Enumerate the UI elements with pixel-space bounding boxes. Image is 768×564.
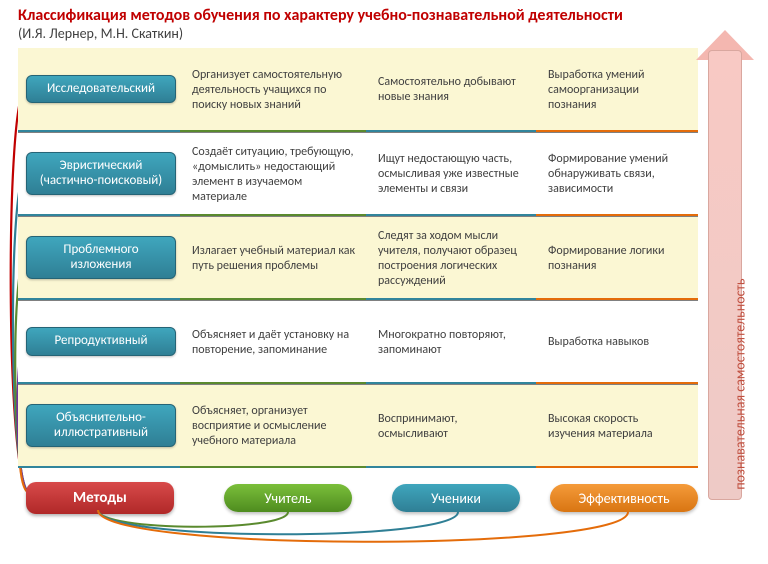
students-cell: Следят за ходом мысли учителя, получают … bbox=[366, 217, 536, 300]
method-pill: Репродуктивный bbox=[26, 327, 176, 356]
table-row: ИсследовательскийОрганизует самостоятель… bbox=[18, 48, 698, 132]
effectiveness-cell: Формирование логики познания bbox=[536, 217, 698, 300]
page-subtitle: (И.Я. Лернер, М.Н. Скаткин) bbox=[18, 25, 750, 42]
method-cell: Проблемного изложения bbox=[18, 217, 180, 300]
column-headers: Методы Учитель Ученики Эффективность bbox=[18, 478, 698, 518]
effectiveness-cell: Формирование умений обнаруживать связи, … bbox=[536, 133, 698, 216]
method-cell: Репродуктивный bbox=[18, 301, 180, 384]
page-title: Классификация методов обучения по характ… bbox=[18, 6, 750, 25]
table-row: Эвристический (частично-поисковый)Создаё… bbox=[18, 132, 698, 216]
method-cell: Исследовательский bbox=[18, 48, 180, 132]
arrow-label: познавательная самостоятельность bbox=[732, 279, 749, 490]
method-pill: Объяснительно-иллюстративный bbox=[26, 404, 176, 448]
table-row: РепродуктивныйОбъясняет и даёт установку… bbox=[18, 300, 698, 384]
teacher-cell: Объясняет, организует восприятие и осмыс… bbox=[180, 385, 366, 468]
students-cell: Воспринимают, осмысливают bbox=[366, 385, 536, 468]
teacher-header-pill: Учитель bbox=[224, 484, 352, 512]
methods-header-pill: Методы bbox=[26, 482, 174, 514]
effectiveness-cell: Выработка умений самоорганизации познани… bbox=[536, 48, 698, 132]
effectiveness-cell: Высокая скорость изучения материала bbox=[536, 385, 698, 468]
teacher-cell: Излагает учебный материал как путь решен… bbox=[180, 217, 366, 300]
method-pill: Исследовательский bbox=[26, 75, 176, 104]
classification-grid: ИсследовательскийОрганизует самостоятель… bbox=[18, 48, 698, 468]
teacher-cell: Создаёт ситуацию, требующую, «домыслить»… bbox=[180, 133, 366, 216]
students-header-pill: Ученики bbox=[392, 484, 520, 512]
table-row: Объяснительно-иллюстративныйОбъясняет, о… bbox=[18, 384, 698, 468]
method-cell: Объяснительно-иллюстративный bbox=[18, 385, 180, 468]
teacher-cell: Организует самостоятельную деятельность … bbox=[180, 48, 366, 132]
method-pill: Проблемного изложения bbox=[26, 236, 176, 280]
students-cell: Самостоятельно добывают новые знания bbox=[366, 48, 536, 132]
students-cell: Ищут недостающую часть, осмысливая уже и… bbox=[366, 133, 536, 216]
table-row: Проблемного изложенияИзлагает учебный ма… bbox=[18, 216, 698, 300]
effectiveness-cell: Выработка навыков bbox=[536, 301, 698, 384]
teacher-cell: Объясняет и даёт установку на повторение… bbox=[180, 301, 366, 384]
method-pill: Эвристический (частично-поисковый) bbox=[26, 152, 176, 196]
effectiveness-header-pill: Эффективность bbox=[550, 484, 698, 512]
method-cell: Эвристический (частично-поисковый) bbox=[18, 133, 180, 216]
students-cell: Многократно повторяют, запоминают bbox=[366, 301, 536, 384]
